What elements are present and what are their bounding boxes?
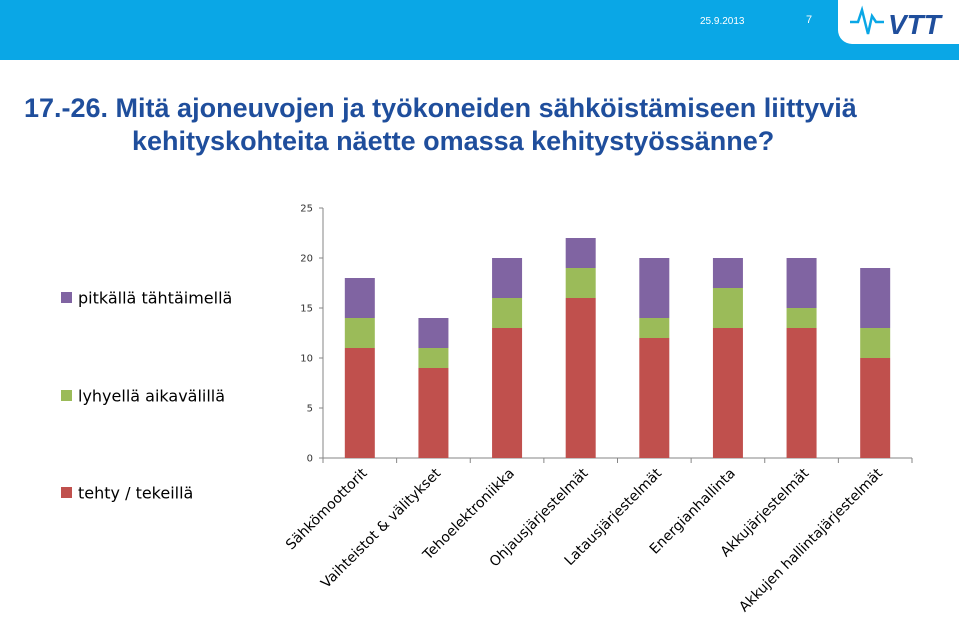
bar-segment [565,268,596,298]
bar-segment [860,358,891,458]
y-tick-label: 5 [307,404,313,415]
title-line-2: kehityskohteita näette omassa kehitystyö… [132,126,775,156]
y-tick-labels: 0 5 10 15 20 25 [300,204,313,465]
legend-item: tehty / tekeillä [61,484,193,503]
legend-item: pitkällä tähtäimellä [61,289,232,308]
category-label: Vaihteistot & välitykset [318,465,445,592]
chart-bars [344,238,891,458]
bar-segment [712,328,743,458]
chart-legend: pitkällä tähtäimellä lyhyellä aikavälillä… [61,289,232,503]
bar-segment [860,328,891,358]
legend-label: tehty / tekeillä [78,484,193,503]
legend-swatch [61,487,72,498]
bar-segment [639,258,670,318]
legend-item: lyhyellä aikavälillä [61,387,225,406]
bar-segment [344,318,375,348]
bar-segment [344,278,375,318]
header-date: 25.9.2013 [700,16,745,27]
bar-segment [492,328,523,458]
legend-label: pitkällä tähtäimellä [78,289,232,308]
bar-segment [712,258,743,288]
legend-swatch [61,292,72,303]
bar-segment [492,298,523,328]
title-line-1: 17.-26. Mitä ajoneuvojen ja työkoneiden … [24,93,857,123]
legend-label: lyhyellä aikavälillä [78,387,225,406]
y-tick-label: 0 [307,454,313,465]
chart-axes [319,207,913,463]
legend-swatch [61,390,72,401]
bar-segment [418,368,449,458]
bar-segment [492,258,523,298]
vtt-logo-icon: VTT [850,5,944,40]
page-number: 7 [806,14,813,26]
bar-segment [565,238,596,268]
logo-text: VTT [888,9,944,40]
bar-segment [712,288,743,328]
bar-segment [639,338,670,458]
y-tick-label: 15 [300,304,313,315]
bar-segment [860,268,891,328]
bar-segment [565,298,596,458]
bar-segment [418,348,449,368]
bar-segment [786,308,817,328]
y-tick-label: 25 [300,204,313,215]
category-label: Akkujen hallintajärjestelmät [736,465,886,615]
bar-segment [786,258,817,308]
logo-container: VTT [838,0,959,44]
y-tick-label: 20 [300,254,313,265]
bar-segment [639,318,670,338]
bar-segment [344,348,375,458]
bar-segment [418,318,449,348]
page-title: 17.-26. Mitä ajoneuvojen ja työkoneiden … [24,92,954,158]
header-band [0,0,959,60]
y-tick-label: 10 [300,354,313,365]
bar-segment [786,328,817,458]
